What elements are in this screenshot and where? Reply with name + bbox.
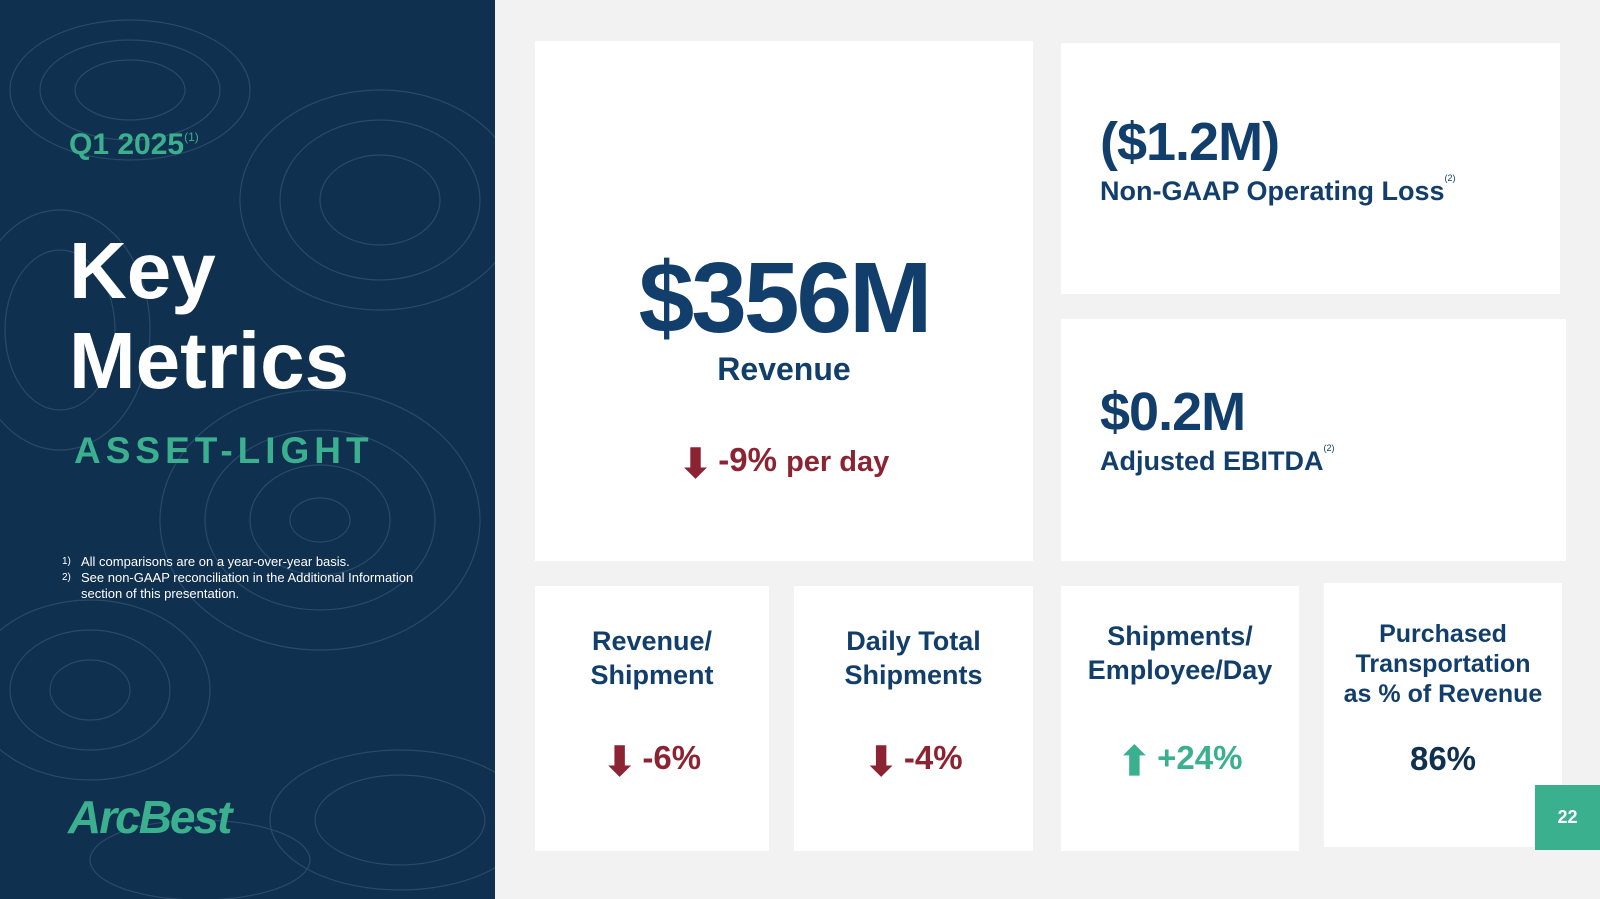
arrow-down-icon: ⬇ (602, 740, 637, 784)
daily-total-shipments-card: Daily Total Shipments ⬇ -4% (794, 586, 1033, 851)
revenue-change-value: -9% (718, 441, 777, 478)
footnote-text: All comparisons are on a year-over-year … (81, 554, 350, 569)
ebitda-footnote-marker: (2) (1323, 443, 1335, 453)
metric-change: ⬇ -6% (535, 739, 769, 785)
footnotes: 1) All comparisons are on a year-over-ye… (62, 554, 441, 602)
ebitda-label-text: Adjusted EBITDA (1100, 446, 1324, 476)
left-panel: Q1 2025(1) Key Metrics ASSET-LIGHT 1) Al… (0, 0, 495, 899)
footnote-number: 1) (62, 556, 71, 567)
page-title: Key Metrics (69, 226, 349, 406)
footnote-1: 1) All comparisons are on a year-over-ye… (62, 554, 441, 570)
arcbest-logo: ArcBest (68, 791, 232, 843)
metric-label: Revenue/ Shipment (535, 624, 769, 692)
topographic-pattern (0, 19, 495, 899)
metric-label-line: Revenue/ (591, 626, 713, 656)
metric-label: Shipments/ Employee/Day (1061, 619, 1299, 687)
ebitda-card: $0.2M Adjusted EBITDA(2) (1061, 319, 1566, 561)
period-label: Q1 2025(1) (69, 128, 199, 162)
arrow-down-icon: ⬇ (678, 442, 713, 486)
shipments-per-employee-card: Shipments/ Employee/Day ⬆ +24% (1061, 586, 1299, 851)
metric-label-line: Shipments (844, 660, 983, 690)
operating-loss-label-text: Non-GAAP Operating Loss (1100, 176, 1445, 206)
metric-change-value: -6% (642, 739, 702, 776)
metric-label-line: Shipments/ (1107, 621, 1253, 651)
revenue-change-suffix: per day (786, 446, 890, 478)
metric-label: Daily Total Shipments (794, 624, 1033, 692)
arrow-up-icon: ⬆ (1117, 740, 1152, 784)
footnote-text: See non-GAAP reconciliation in the Addit… (81, 570, 414, 601)
revenue-card: $356M Revenue ⬇ -9% per day (535, 41, 1033, 561)
ebitda-label: Adjusted EBITDA(2) (1100, 443, 1335, 477)
title-line-1: Key (69, 226, 216, 315)
segment-subtitle: ASSET-LIGHT (74, 430, 374, 471)
metric-label-line: as % of Revenue (1343, 680, 1543, 708)
revenue-per-shipment-card: Revenue/ Shipment ⬇ -6% (535, 586, 769, 851)
purchased-transportation-card: Purchased Transportation as % of Revenue… (1324, 583, 1562, 847)
metric-label-line: Purchased (1379, 620, 1507, 648)
metric-label: Purchased Transportation as % of Revenue (1324, 619, 1562, 709)
operating-loss-footnote-marker: (2) (1444, 173, 1456, 183)
revenue-value: $356M (638, 242, 933, 354)
ebitda-value: $0.2M (1100, 382, 1246, 442)
operating-loss-label: Non-GAAP Operating Loss(2) (1100, 173, 1456, 207)
period-footnote-marker: (1) (184, 130, 199, 144)
metric-label-line: Shipment (590, 660, 714, 690)
revenue-label: Revenue (717, 351, 851, 387)
footnote-2: 2) See non-GAAP reconciliation in the Ad… (62, 570, 441, 602)
page-number: 22 (1535, 785, 1600, 850)
arrow-down-icon: ⬇ (864, 740, 898, 784)
metric-label-line: Employee/Day (1087, 655, 1273, 685)
footnote-number: 2) (62, 572, 71, 583)
title-line-2: Metrics (69, 316, 350, 405)
metric-value: 86% (1409, 740, 1477, 777)
metric-change-value: -4% (903, 739, 963, 776)
metric-change: ⬇ -4% (794, 739, 1033, 785)
metric-change-value: +24% (1157, 739, 1243, 776)
metric-label-line: Transportation (1355, 650, 1531, 678)
revenue-change: ⬇ -9% per day (535, 441, 1033, 487)
metric-label-line: Daily Total (846, 626, 981, 656)
operating-loss-value: ($1.2M) (1100, 112, 1280, 172)
period-text: Q1 2025 (69, 128, 185, 161)
metric-change: ⬆ +24% (1061, 739, 1299, 785)
operating-loss-card: ($1.2M) Non-GAAP Operating Loss(2) (1061, 43, 1560, 294)
